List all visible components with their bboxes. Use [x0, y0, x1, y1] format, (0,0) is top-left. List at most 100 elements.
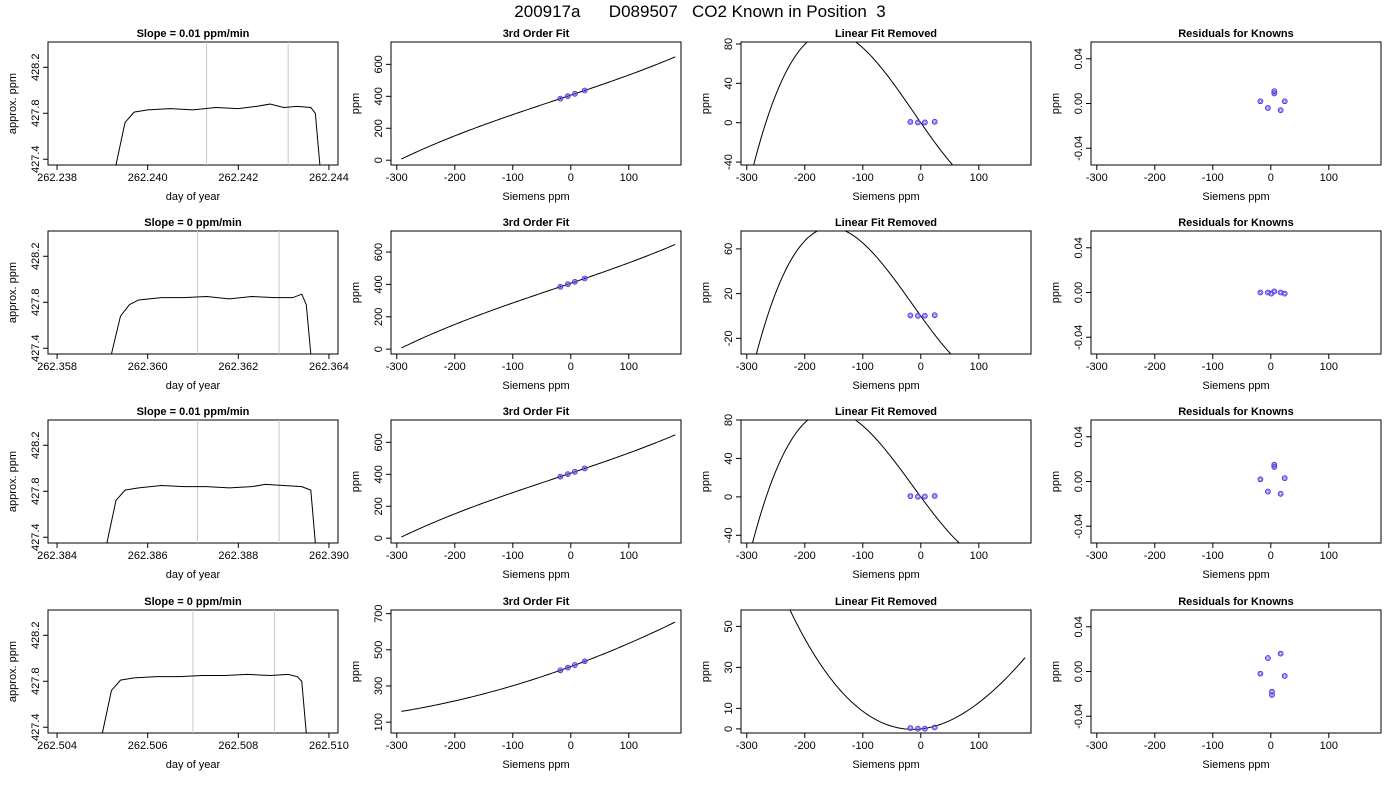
x-tick-label: -100 — [502, 740, 524, 752]
plot-area — [1257, 650, 1288, 698]
known-point — [1269, 688, 1275, 695]
known-point — [557, 473, 564, 480]
plot-area — [401, 243, 676, 349]
x-tick-label: 0 — [1268, 361, 1274, 373]
y-tick-label: 0.00 — [1073, 282, 1085, 303]
y-tick-label: 0 — [373, 535, 385, 541]
x-tick-label: -300 — [1086, 172, 1108, 184]
y-tick-label: 40 — [723, 452, 735, 464]
y-tick-label: -0.04 — [1073, 136, 1085, 161]
x-axis-label: Siemens ppm — [502, 191, 569, 203]
known-point — [915, 119, 921, 126]
x-tick-label: 0 — [568, 550, 574, 562]
y-axis-label: ppm — [1050, 282, 1062, 303]
x-axis-label: Siemens ppm — [852, 191, 919, 203]
known-point — [1281, 475, 1288, 482]
x-axis-label: Siemens ppm — [1202, 191, 1269, 203]
x-tick-label: 0 — [918, 740, 924, 752]
y-tick-label: 0.04 — [1073, 48, 1085, 69]
x-tick-label: 262.240 — [128, 172, 168, 184]
plot-area — [752, 420, 961, 543]
y-axis-label: ppm — [700, 471, 712, 492]
y-tick-label: 300 — [373, 677, 385, 695]
known-point — [907, 312, 914, 319]
y-tick-label: 20 — [723, 287, 735, 299]
y-tick-label: 0 — [723, 494, 735, 500]
x-tick-label: 262.384 — [37, 550, 77, 562]
y-tick-label: 427.8 — [30, 289, 42, 317]
x-tick-label: -300 — [386, 550, 408, 562]
y-tick-label: 400 — [373, 87, 385, 105]
y-tick-label: -40 — [723, 154, 735, 170]
y-tick-label: 428.2 — [30, 622, 42, 650]
x-tick-label: -100 — [502, 172, 524, 184]
plot-frame — [47, 41, 339, 166]
panel-0-1: 3rd Order Fit -300 -200 -100 0 100 0 200 400 600 S… — [350, 28, 682, 203]
y-tick-label: 50 — [723, 620, 735, 632]
y-tick-label: 10 — [723, 702, 735, 714]
known-point — [565, 471, 571, 478]
x-tick-label: -100 — [852, 361, 874, 373]
x-tick-label: 262.506 — [128, 740, 168, 752]
known-point — [921, 725, 928, 732]
plot-area — [401, 434, 676, 538]
x-tick-label: -200 — [444, 361, 466, 373]
panel-title: Slope = 0 ppm/min — [144, 596, 242, 608]
y-tick-label: 200 — [373, 119, 385, 137]
x-tick-label: 100 — [1320, 361, 1338, 373]
panels-grid: Slope = 0.01 ppm/min 262.238 262.240 262.24… — [7, 28, 1382, 771]
known-point — [571, 278, 578, 285]
y-tick-label: 80 — [723, 414, 735, 426]
panel-title: 3rd Order Fit — [503, 28, 570, 40]
x-tick-label: 100 — [620, 740, 638, 752]
y-tick-label: -40 — [723, 527, 735, 543]
plot-area — [401, 56, 676, 160]
panel-3-3: Residuals for Knowns -300 -200 -100 0 100 -0.0… — [1050, 596, 1382, 771]
x-tick-label: -300 — [736, 550, 758, 562]
known-point — [1257, 98, 1264, 105]
x-tick-label: 100 — [970, 172, 988, 184]
known-point — [571, 90, 578, 97]
x-tick-label: 262.508 — [218, 740, 258, 752]
known-point — [931, 724, 938, 731]
fit-curve — [789, 610, 1026, 730]
x-tick-label: 262.390 — [309, 550, 349, 562]
y-tick-label: 700 — [373, 604, 385, 622]
panel-title: Residuals for Knowns — [1178, 596, 1294, 608]
x-axis-label: day of year — [166, 191, 221, 203]
x-tick-label: 262.238 — [37, 172, 77, 184]
plot-frame — [390, 609, 682, 734]
known-point — [565, 93, 571, 100]
x-tick-label: 262.362 — [218, 361, 258, 373]
x-tick-label: -100 — [502, 550, 524, 562]
x-tick-label: 262.504 — [37, 740, 77, 752]
trace-line — [115, 103, 321, 165]
x-tick-label: 100 — [1320, 172, 1338, 184]
trace-line — [106, 483, 316, 543]
y-tick-label: 30 — [723, 661, 735, 673]
known-point — [581, 275, 588, 282]
known-point — [1281, 290, 1288, 297]
known-point — [581, 658, 588, 665]
panel-title: Slope = 0 ppm/min — [144, 217, 242, 229]
y-axis-label: ppm — [700, 282, 712, 303]
x-tick-label: -200 — [794, 172, 816, 184]
known-point — [907, 493, 914, 500]
panel-1-0: Slope = 0 ppm/min 262.358 262.360 262.362 26… — [7, 217, 349, 392]
panel-title: Linear Fit Removed — [835, 28, 937, 40]
known-point — [1277, 490, 1284, 497]
x-tick-label: -200 — [1144, 740, 1166, 752]
x-tick-label: -300 — [1086, 550, 1108, 562]
known-point — [921, 312, 928, 319]
known-point — [1281, 98, 1288, 105]
known-point — [907, 725, 914, 731]
known-point — [931, 118, 938, 125]
x-tick-label: 262.388 — [218, 550, 258, 562]
known-point — [915, 312, 921, 319]
plot-area — [101, 610, 307, 733]
known-point — [931, 312, 938, 319]
panel-1-2: Linear Fit Removed -300 -200 -100 0 100 -20 20 6… — [700, 217, 1032, 392]
fit-curve — [753, 42, 954, 165]
y-axis-label: approx. ppm — [7, 73, 19, 134]
